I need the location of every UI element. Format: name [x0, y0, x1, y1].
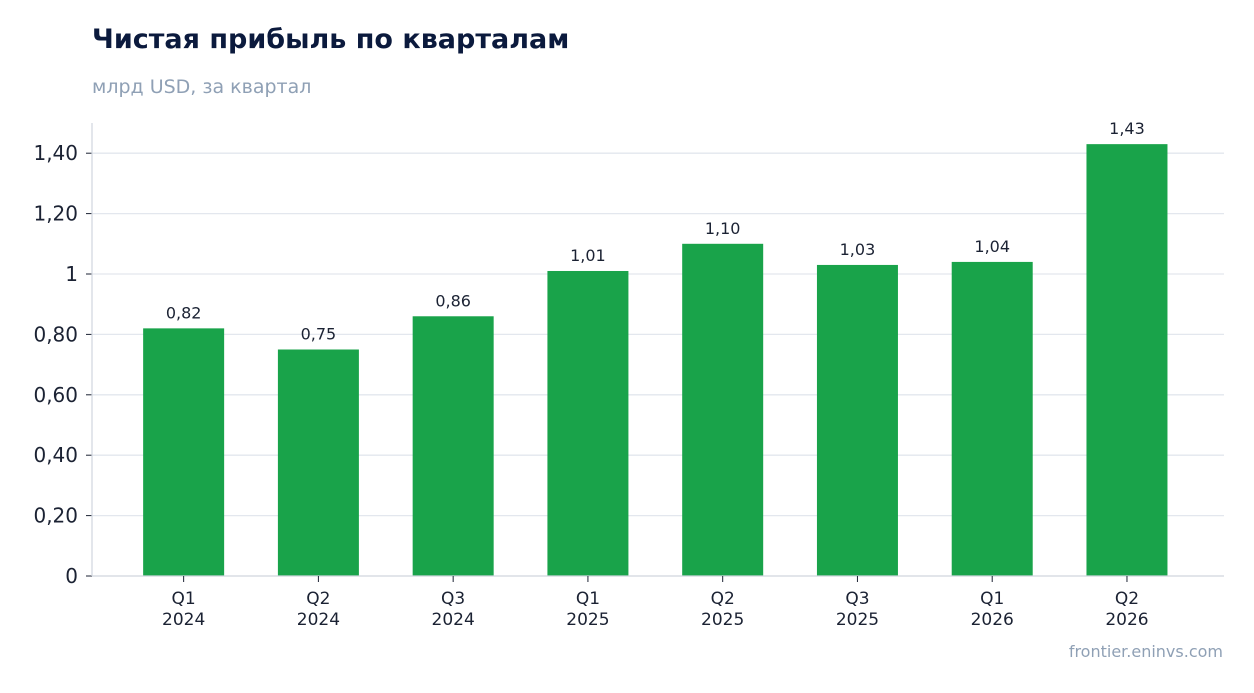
x-tick-label-year: 2024: [162, 610, 205, 630]
chart-title: Чистая прибыль по кварталам: [92, 24, 570, 55]
x-tick-label-quarter: Q3: [441, 589, 465, 609]
data-label: 1,43: [1109, 119, 1145, 138]
x-tick-label-year: 2025: [836, 610, 879, 630]
x-tick-label-year: 2026: [971, 610, 1014, 630]
x-tick-label-quarter: Q2: [306, 589, 330, 609]
x-tick-label-quarter: Q3: [845, 589, 869, 609]
labels: 00,200,400,600,8011,201,400,82Q120240,75…: [33, 119, 1148, 630]
y-tick-label: 0,80: [33, 322, 78, 346]
source-note: frontier.eninvs.com: [1068, 642, 1223, 661]
bar: [143, 328, 225, 576]
chart-subtitle: млрд USD, за квартал: [92, 76, 312, 98]
x-tick-label-quarter: Q2: [1115, 589, 1139, 609]
y-tick-label: 0,40: [33, 443, 78, 467]
data-label: 1,03: [840, 240, 876, 259]
data-label: 0,82: [166, 303, 202, 322]
axes: [86, 123, 1224, 582]
x-tick-label-year: 2025: [701, 610, 744, 630]
data-label: 0,75: [301, 325, 337, 344]
y-tick-label: 1,40: [33, 141, 78, 165]
x-tick-label-year: 2026: [1105, 610, 1148, 630]
y-tick-label: 0,60: [33, 383, 78, 407]
data-label: 1,01: [570, 246, 606, 265]
x-tick-label-quarter: Q1: [980, 589, 1004, 609]
bars: [143, 144, 1168, 577]
x-tick-label-year: 2024: [297, 610, 340, 630]
x-tick-label-quarter: Q2: [711, 589, 735, 609]
y-tick-label: 1,20: [33, 202, 78, 226]
y-tick-label: 0,20: [33, 504, 78, 528]
y-tick-label: 1: [65, 262, 78, 286]
data-label: 0,86: [435, 291, 471, 310]
bar: [682, 243, 764, 577]
x-tick-label-quarter: Q1: [576, 589, 600, 609]
data-label: 1,04: [974, 237, 1010, 256]
data-label: 1,10: [705, 219, 741, 238]
bar: [547, 270, 629, 576]
grid-lines: [92, 152, 1224, 517]
bar: [1086, 144, 1168, 576]
bar: [412, 316, 494, 576]
bar: [816, 264, 898, 576]
y-tick-label: 0: [65, 564, 78, 588]
x-tick-label-quarter: Q1: [172, 589, 196, 609]
x-tick-label-year: 2025: [566, 610, 609, 630]
bar: [951, 261, 1033, 576]
bar: [277, 349, 359, 576]
x-tick-label-year: 2024: [432, 610, 475, 630]
